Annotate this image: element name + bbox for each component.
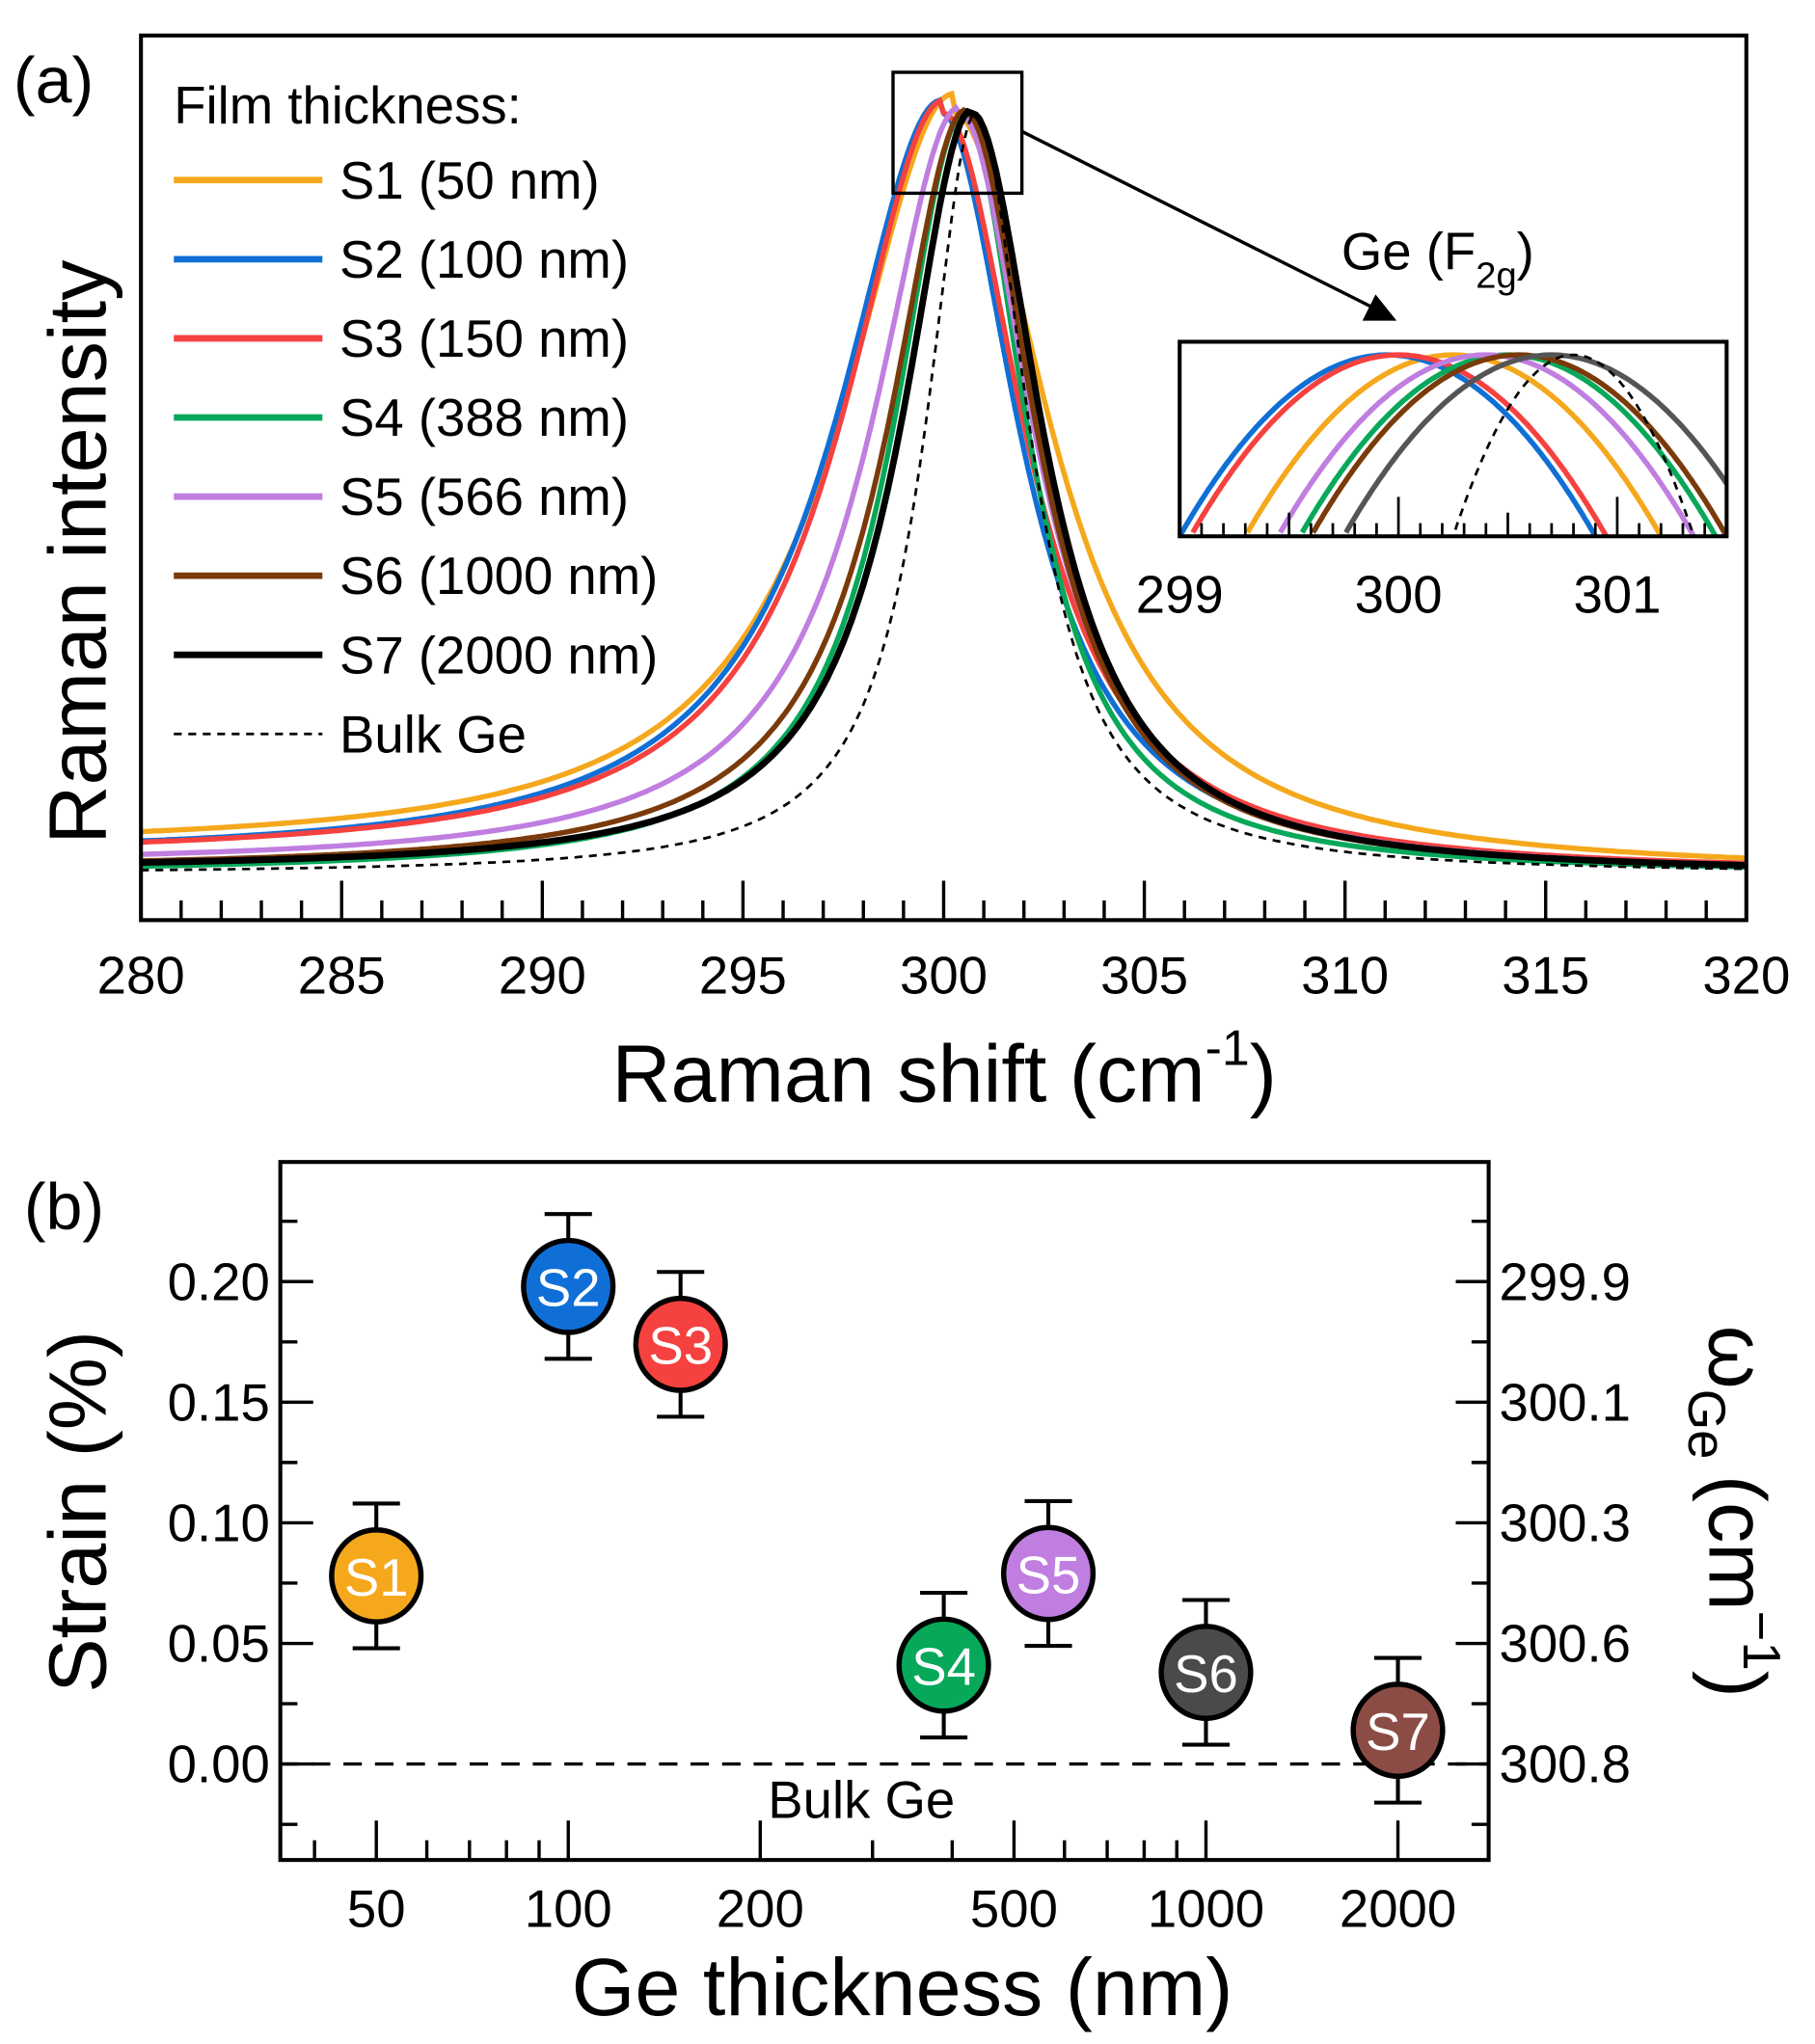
x-tick-label-320: 320 [1702,947,1790,1006]
inset-tick-label-299: 299 [1136,565,1224,624]
inset-curves [1177,352,1729,538]
panel-a-curves [140,90,1747,872]
inset-frame [1178,339,1729,539]
y-tick-label-0.05: 0.05 [168,1615,270,1674]
marker-label: S4 [911,1637,976,1696]
zoom-arrow-head [1362,294,1397,321]
panel-b-axes: 0.00 0.05 0.10 0.15 0.20 300.8 300.6 300.3 300.1… [168,1220,1631,1939]
x-tick-label-285: 285 [298,947,386,1006]
panel-a-legend: Film thickness: S1 (50 nm) S2 (100 nm) S3 … [174,76,658,764]
data-point-s7: S7 [1350,1655,1446,1805]
y2-tick-label-299.9: 299.9 [1500,1252,1631,1311]
y-tick-label-0.00: 0.00 [168,1735,270,1794]
marker [896,1616,991,1714]
inset-curve-s3 [1190,352,1609,538]
y-tick-label-0.10: 0.10 [168,1494,270,1553]
inset-title: Ge (F2g) [1341,222,1534,296]
panel-b-label: (b) [24,1170,104,1244]
legend-label: S5 (566 nm) [339,468,629,526]
panel-b-x-label: Ge thickness (nm) [572,1941,1233,2032]
legend-label: S7 (2000 nm) [339,626,658,685]
marker-label: S6 [1174,1645,1238,1704]
panel-b-y2-label: ωGe(cm−1) [1677,1326,1791,1698]
panel-b-frame [278,1160,1491,1863]
legend-label: S6 (1000 nm) [339,547,658,605]
legend-label: S3 (150 nm) [339,309,629,368]
y-tick-label-0.15: 0.15 [168,1373,270,1432]
y2-tick-label-300.1: 300.1 [1500,1373,1631,1432]
inset-curve-s1 [1245,352,1664,538]
x-tick-label-315: 315 [1502,947,1589,1006]
marker [521,1237,616,1335]
marker-label: S5 [1016,1546,1081,1604]
y2-tick-label-300.8: 300.8 [1500,1735,1631,1794]
legend-title: Film thickness: [174,76,521,135]
data-point-s1: S1 [329,1501,424,1651]
x-tick-label-50: 50 [347,1880,406,1939]
data-point-s4: S4 [896,1590,991,1740]
marker-label: S3 [648,1317,713,1376]
x-tick-label-2000: 2000 [1340,1880,1456,1939]
legend-label: S4 (388 nm) [339,389,629,447]
marker [329,1527,424,1625]
x-tick-label-1000: 1000 [1148,1880,1264,1939]
marker [1000,1524,1097,1623]
x-tick-label-100: 100 [525,1880,612,1939]
marker-label: S2 [536,1259,601,1318]
data-point-s6: S6 [1158,1598,1254,1747]
x-tick-label-295: 295 [699,947,787,1006]
inset-curve-s6 [1311,352,1729,538]
legend-label: S2 (100 nm) [339,230,629,289]
legend-label: Bulk Ge [339,705,527,764]
inset-curve-s5 [1278,352,1696,538]
y-tick-label-0.20: 0.20 [168,1252,270,1311]
y2-tick-label-300.6: 300.6 [1500,1615,1631,1674]
spectrum-s1 [140,90,1747,861]
panel-a-x-ticks: 280 285 290 295 300 305 310 315 320 [97,880,1790,1006]
y2-tick-label-300.3: 300.3 [1500,1494,1631,1553]
marker-label: S7 [1366,1703,1430,1762]
zoom-arrow-line [1020,129,1379,312]
panel-a-y-label: Raman intensity [31,259,122,845]
marker [1350,1681,1446,1780]
marker [1158,1624,1254,1721]
x-tick-label-290: 290 [499,947,586,1006]
panel-b-points: S1 S2 S3 S4 S5 S6 S7 [329,1212,1446,1805]
inset-curve-bulk [1453,353,1695,537]
data-point-s5: S5 [1000,1498,1097,1649]
marker-label: S1 [344,1548,409,1607]
x-tick-label-500: 500 [970,1880,1058,1939]
inset-curve-s7 [1343,352,1729,534]
inset-tick-label-301: 301 [1573,565,1661,624]
x-tick-label-300: 300 [900,947,988,1006]
spectrum-bulk [141,111,1747,872]
x-tick-label-305: 305 [1100,947,1188,1006]
inset-tick-label-300: 300 [1355,565,1443,624]
panel-a-x-label: Raman shift (cm-1) [611,1019,1276,1118]
panel-b-y-label: Strain (%) [31,1331,122,1693]
data-point-s3: S3 [633,1270,728,1419]
panel-a-label: (a) [14,43,94,117]
x-tick-label-200: 200 [717,1880,804,1939]
data-point-s2: S2 [521,1212,616,1361]
marker [633,1295,728,1393]
spectrum-s7 [141,107,1747,869]
x-tick-label-280: 280 [97,947,185,1006]
inset-curve-s4 [1299,352,1719,538]
inset-x-ticks: 299 300 301 [1136,497,1728,624]
bulk-ge-reference-label: Bulk Ge [768,1771,955,1830]
x-tick-label-310: 310 [1301,947,1389,1006]
legend-label: S1 (50 nm) [339,151,600,210]
